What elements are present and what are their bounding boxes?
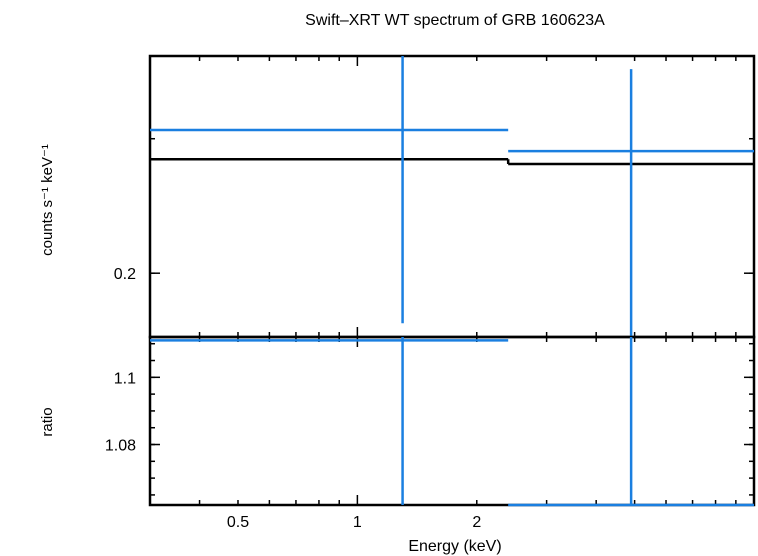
x-tick-label: 0.5	[227, 514, 249, 531]
y-axis-label-spectrum: counts s⁻¹ keV⁻¹	[39, 144, 56, 256]
chart-title: Swift–XRT WT spectrum of GRB 160623A	[305, 12, 605, 29]
spectrum-frame	[148, 54, 756, 339]
ratio-frame	[148, 335, 756, 507]
ratio-panel: 1.08 1.1 0.5 1 2	[105, 335, 756, 531]
x-tick-label: 2	[472, 514, 481, 531]
y-tick-label: 1.1	[114, 370, 136, 387]
spectrum-panel: 0.2	[114, 54, 756, 339]
x-tick-label: 1	[353, 514, 362, 531]
x-axis-label: Energy (keV)	[408, 538, 501, 555]
y-axis-label-ratio: ratio	[39, 407, 56, 436]
y-tick-label: 1.08	[105, 438, 136, 455]
y-tick-label: 0.2	[114, 266, 136, 283]
